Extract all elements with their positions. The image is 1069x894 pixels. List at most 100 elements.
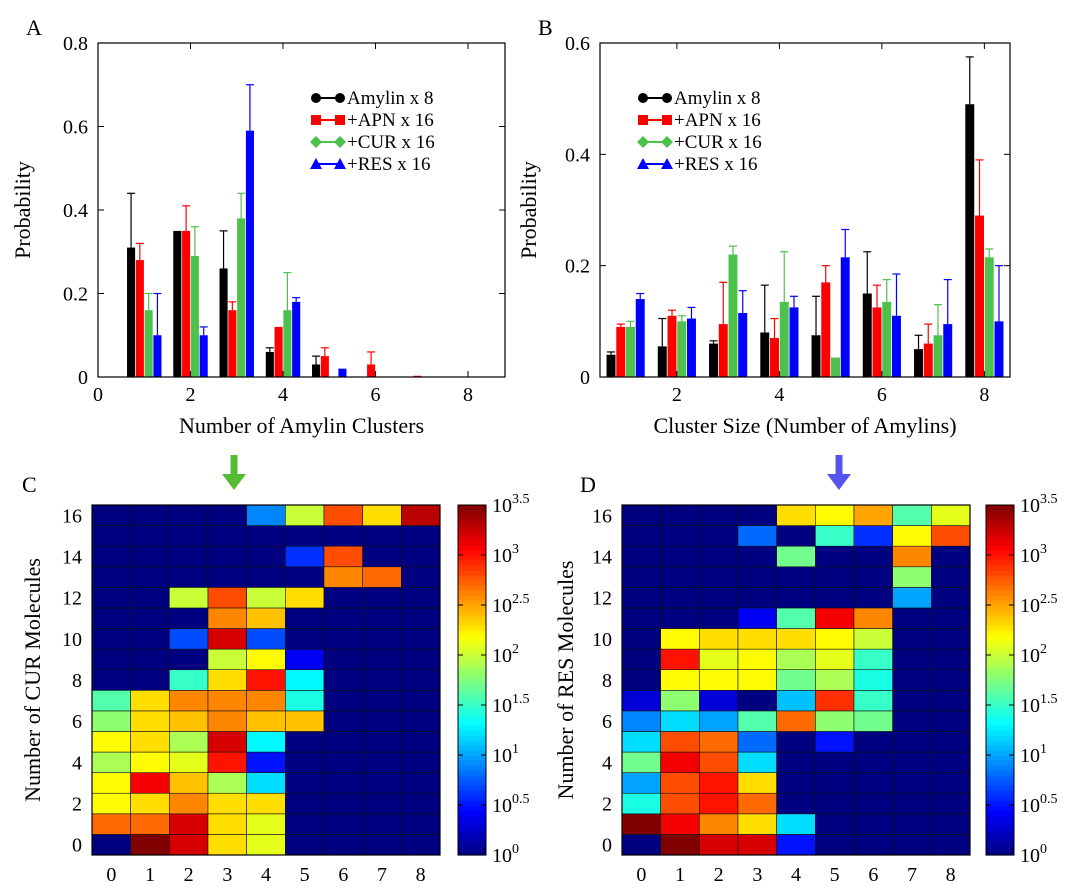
x-axis-label: Number of Amylin Clusters bbox=[179, 413, 424, 438]
colorbar-segment bbox=[458, 800, 486, 806]
colorbar-segment bbox=[986, 755, 1014, 761]
heatmap-cell bbox=[362, 689, 402, 712]
bar bbox=[413, 375, 422, 377]
heatmap-cell bbox=[892, 710, 932, 732]
colorbar-segment bbox=[458, 650, 486, 656]
heatmap-cell bbox=[621, 813, 661, 835]
heatmap-cell bbox=[246, 731, 286, 753]
colorbar-segment bbox=[986, 585, 1014, 591]
bar bbox=[274, 326, 283, 377]
heatmap-cell bbox=[737, 689, 777, 712]
heatmap-cell bbox=[621, 710, 661, 732]
heatmap-cell bbox=[207, 525, 247, 547]
heatmap-cell bbox=[699, 751, 739, 773]
heatmap-cell bbox=[401, 504, 441, 526]
heatmap-cell bbox=[699, 587, 739, 609]
heatmap-cell bbox=[931, 669, 971, 691]
heatmap-cell bbox=[776, 648, 816, 671]
heatmap-cell bbox=[699, 834, 739, 856]
bar bbox=[616, 326, 626, 377]
x-tick-label: 8 bbox=[946, 864, 956, 886]
colorbar-segment bbox=[458, 780, 486, 786]
colorbar-segment bbox=[986, 690, 1014, 696]
heatmap-cell bbox=[207, 566, 247, 588]
colorbar-segment bbox=[986, 735, 1014, 741]
heatmap-cell bbox=[776, 689, 816, 712]
heatmap-cell bbox=[737, 628, 777, 650]
heatmap-cell bbox=[621, 607, 661, 629]
y-tick-label: 0 bbox=[78, 367, 88, 389]
heatmap-cell bbox=[362, 751, 402, 773]
colorbar-tick-label: 103.5 bbox=[1020, 492, 1058, 517]
colorbar-segment bbox=[986, 590, 1014, 596]
heatmap-cell bbox=[931, 607, 971, 629]
heatmap-cell bbox=[169, 648, 209, 671]
colorbar-segment bbox=[986, 810, 1014, 816]
colorbar-segment bbox=[986, 820, 1014, 826]
heatmap-cell bbox=[737, 834, 777, 856]
heatmap-cell bbox=[892, 792, 932, 815]
colorbar-segment bbox=[458, 825, 486, 831]
heatmap-cell bbox=[660, 689, 700, 712]
legend-marker bbox=[638, 93, 648, 103]
y-tick-label: 2 bbox=[602, 794, 612, 816]
heatmap-cell bbox=[91, 689, 131, 712]
colorbar-segment bbox=[458, 775, 486, 781]
legend-marker bbox=[310, 158, 322, 169]
colorbar-segment bbox=[986, 610, 1014, 616]
colorbar-segment bbox=[458, 720, 486, 726]
colorbar-segment bbox=[986, 775, 1014, 781]
colorbar-segment bbox=[458, 665, 486, 671]
heatmap-cell bbox=[699, 689, 739, 712]
colorbar-segment bbox=[458, 715, 486, 721]
colorbar-segment bbox=[458, 630, 486, 636]
heatmap-cell bbox=[892, 731, 932, 753]
heatmap-cell bbox=[931, 648, 971, 671]
bar bbox=[923, 343, 933, 377]
heatmap-cell bbox=[401, 751, 441, 773]
heatmap-cell bbox=[931, 834, 971, 856]
heatmap-cell bbox=[246, 525, 286, 547]
colorbar-tick-label: 100 bbox=[492, 842, 519, 867]
colorbar-segment bbox=[458, 505, 486, 511]
heatmap-cell bbox=[169, 607, 209, 629]
heatmap-cell bbox=[699, 648, 739, 671]
colorbar-segment bbox=[986, 745, 1014, 751]
heatmap-cell bbox=[401, 607, 441, 629]
colorbar-segment bbox=[458, 645, 486, 651]
panel-label-d: D bbox=[580, 472, 596, 497]
heatmap-cell bbox=[621, 504, 661, 526]
colorbar-segment bbox=[458, 620, 486, 626]
heatmap-cell bbox=[931, 504, 971, 526]
heatmap-cell bbox=[130, 834, 170, 856]
heatmap-cell bbox=[169, 834, 209, 856]
heatmap-cell bbox=[362, 607, 402, 629]
y-axis-label: Number of CUR Molecules bbox=[20, 558, 45, 802]
heatmap-cell bbox=[323, 628, 363, 650]
legend-label: +RES x 16 bbox=[347, 154, 431, 175]
y-tick-label: 0 bbox=[72, 835, 82, 857]
plots-layer: 0 2 4 6 8 0 0.2 0.4 0.6 0.8 Number of Amylin Clust… bbox=[10, 33, 1058, 894]
heatmap-cell bbox=[285, 689, 325, 712]
colorbar-segment bbox=[986, 665, 1014, 671]
heatmap-cell bbox=[621, 648, 661, 671]
bar bbox=[228, 310, 237, 377]
heatmap-cell bbox=[401, 834, 441, 856]
x-tick-label: 6 bbox=[877, 384, 887, 406]
bar bbox=[965, 104, 975, 377]
colorbar-segment bbox=[986, 830, 1014, 836]
y-tick-label: 6 bbox=[602, 711, 612, 733]
heatmap-cell bbox=[323, 607, 363, 629]
heatmap-cell bbox=[931, 792, 971, 815]
heatmap-cell bbox=[362, 628, 402, 650]
heatmap-cell bbox=[892, 648, 932, 671]
colorbar-segment bbox=[986, 605, 1014, 611]
colorbar-segment bbox=[458, 770, 486, 776]
heatmap-cell bbox=[815, 731, 855, 753]
colorbar-segment bbox=[458, 790, 486, 796]
colorbar-segment bbox=[986, 540, 1014, 546]
heatmap-cell bbox=[621, 731, 661, 753]
x-tick-label: 2 bbox=[714, 864, 724, 886]
x-axis-label: Cluster Size (Number of Amylins) bbox=[653, 413, 956, 438]
heatmap-cell bbox=[401, 813, 441, 835]
